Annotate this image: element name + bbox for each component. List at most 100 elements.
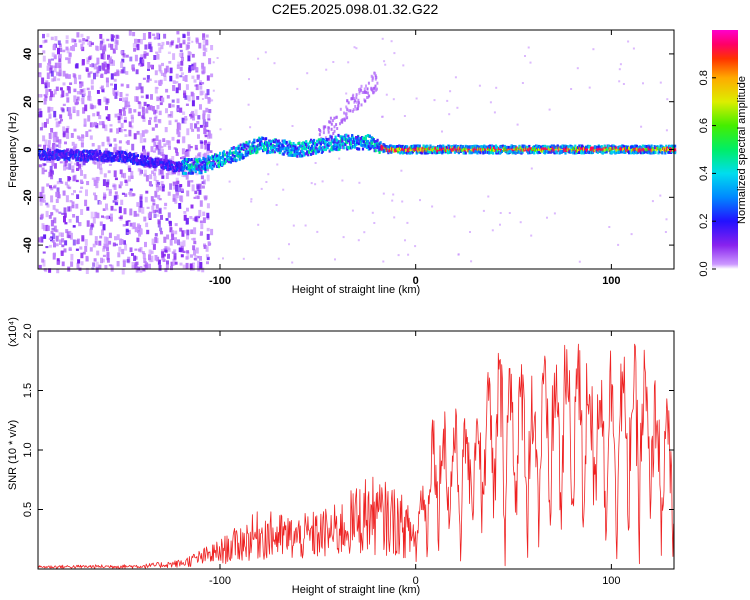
spectrogram-cell xyxy=(112,35,115,38)
spectrogram-cell xyxy=(91,63,95,68)
spectrogram-cell xyxy=(69,113,73,120)
spectrogram-cell xyxy=(53,225,57,232)
spectrogram-cell xyxy=(178,203,182,209)
spectrogram-cell xyxy=(324,143,327,147)
spectrogram-cell xyxy=(348,136,351,140)
spectrogram-cell xyxy=(182,39,186,45)
spectrogram-cell xyxy=(193,79,197,83)
spectrogram-cell xyxy=(64,149,67,153)
spectrogram-cell xyxy=(291,125,294,127)
spectrogram-cell xyxy=(324,125,327,129)
spectrogram-cell xyxy=(132,222,136,229)
spectrogram-cell xyxy=(222,157,225,161)
spectrogram-cell xyxy=(341,140,344,144)
spectrogram-cell xyxy=(47,144,51,150)
spectrogram-cell xyxy=(38,72,42,75)
spectrogram-cell xyxy=(48,113,52,118)
spectrogram-cell xyxy=(50,36,54,41)
spectrogram-cell xyxy=(106,67,110,74)
spectrogram-cell xyxy=(125,220,129,226)
spectrogram-cell xyxy=(79,190,83,193)
spectrogram-cell xyxy=(169,227,173,233)
spectrogram-cell xyxy=(324,148,327,152)
spectrogram-cell xyxy=(120,173,124,178)
spectrogram-cell xyxy=(418,144,421,148)
spectrogram-cell xyxy=(151,205,155,210)
spectrogram-cell xyxy=(192,245,196,251)
spectrogram-cell xyxy=(58,62,62,66)
spectrogram-cell xyxy=(94,157,97,161)
spectrogram-cell xyxy=(338,142,341,146)
spectrogram-cell xyxy=(79,89,83,95)
spectrogram-cell xyxy=(140,160,143,164)
spectrogram-cell xyxy=(360,88,363,92)
spectrogram-cell xyxy=(94,240,98,246)
spectrogram-cell xyxy=(247,142,250,146)
spectrogram-cell xyxy=(153,172,156,176)
spectrogram-cell xyxy=(196,121,200,125)
spectrogram-cell xyxy=(209,150,213,153)
spectrogram-cell xyxy=(325,138,328,141)
spectrogram-cell xyxy=(95,151,98,155)
spectrogram-cell xyxy=(470,151,473,155)
spectrogram-cell xyxy=(90,222,94,226)
spectrogram-cell xyxy=(132,152,136,156)
spectrogram-cell xyxy=(148,249,152,255)
spectrogram-cell xyxy=(336,139,339,143)
spectrogram-cell xyxy=(80,252,84,259)
spectrogram-cell xyxy=(88,129,92,132)
spectrogram-cell xyxy=(41,199,45,203)
snr-x-tick-label: -100 xyxy=(209,575,231,587)
spectrogram-cell xyxy=(107,170,111,174)
spectrogram-cell xyxy=(152,33,156,36)
spectrogram-cell xyxy=(180,188,184,192)
spectrogram-cell xyxy=(333,116,336,120)
spectrogram-cell xyxy=(194,169,197,173)
spectrogram-cell xyxy=(109,128,113,133)
spectrogram-cell xyxy=(242,156,245,160)
spectrogram-cell xyxy=(365,84,367,88)
spectrogram-cell xyxy=(181,117,185,124)
spectrogram-cell xyxy=(492,151,495,155)
spectrogram-cell xyxy=(297,152,300,156)
spectrogram-cell xyxy=(524,55,526,57)
spectrogram-cell xyxy=(482,209,485,212)
spectrogram-cell xyxy=(76,262,80,269)
spectrogram-cell xyxy=(198,171,201,175)
spectrogram-cell xyxy=(312,152,315,155)
spectrogram-cell xyxy=(148,32,152,39)
spectrogram-cell xyxy=(148,254,151,261)
spectrogram-cell xyxy=(342,236,345,239)
spectrogram-cell xyxy=(101,89,105,92)
spectrogram-cell xyxy=(125,93,129,97)
spectrogram-cell xyxy=(503,144,506,148)
spectrogram-cell xyxy=(48,133,52,140)
spectrogram-cell xyxy=(338,147,341,151)
spectrogram-cell xyxy=(204,140,207,145)
spectrogram-cell xyxy=(241,153,244,157)
spectrogram-cell xyxy=(164,249,168,253)
spectrogram-cell xyxy=(142,253,146,259)
spectrogram-cell xyxy=(168,61,172,64)
spectrogram-cell xyxy=(126,230,130,233)
colorbar-gradient xyxy=(712,30,738,269)
spectrogram-cell xyxy=(58,62,62,70)
spectrogram-cell xyxy=(146,75,150,80)
spectrogram-cell xyxy=(291,261,294,264)
spectrogram-cell xyxy=(154,123,158,128)
spectrogram-cell xyxy=(222,257,224,260)
spectrogram-cell xyxy=(603,145,606,148)
spectrogram-cell xyxy=(124,100,128,107)
spectrogram-cell xyxy=(555,150,558,154)
spectrogram-cell xyxy=(355,96,358,100)
spectrogram-cell xyxy=(360,103,363,107)
spectrogram-cell xyxy=(193,240,197,245)
spectrogram-cell xyxy=(250,198,253,201)
spectrogram-cell xyxy=(90,79,94,85)
spectrogram-cell xyxy=(376,138,379,142)
spectrogram-cell xyxy=(46,118,49,124)
spectrogram-cell xyxy=(145,175,149,182)
spectrogram-cell xyxy=(174,261,178,265)
spectrogram-cell xyxy=(165,218,169,221)
spectrogram-cell xyxy=(124,179,128,183)
